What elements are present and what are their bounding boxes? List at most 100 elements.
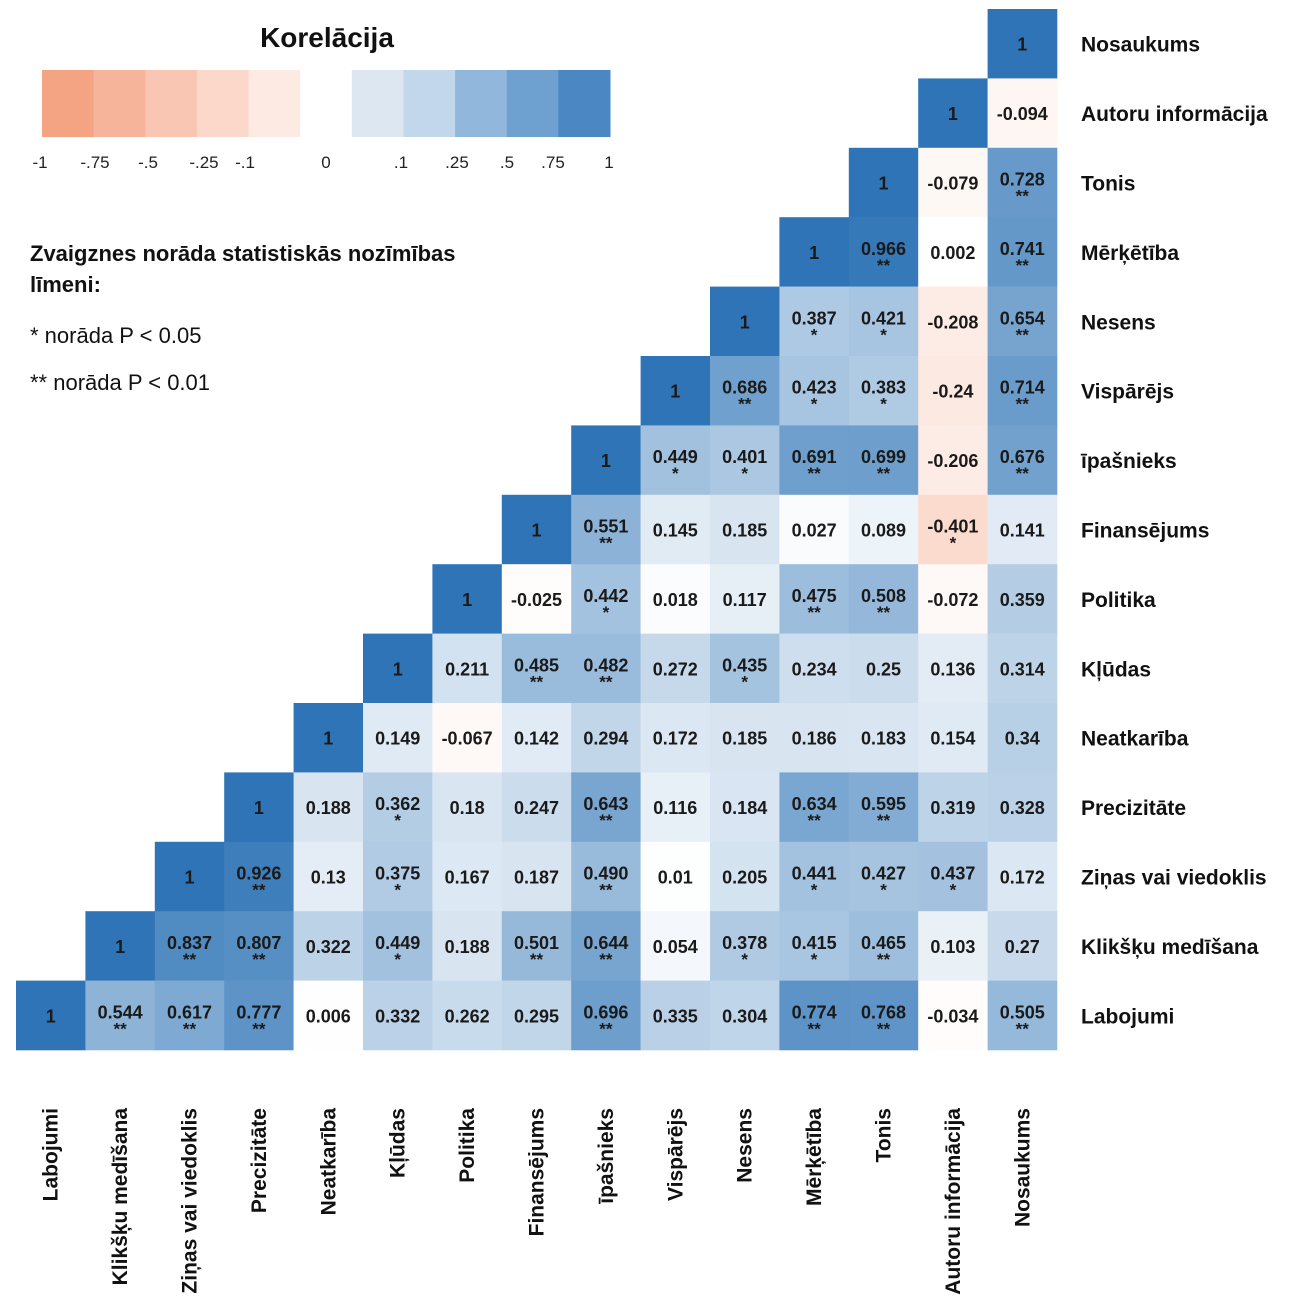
heatmap-cell [710,633,780,704]
significance-note-line-1: * norāda P < 0.05 [30,323,202,348]
cell-value: 0.018 [653,590,698,610]
cell-significance-stars: ** [807,464,821,483]
cell-value: -0.206 [927,451,978,471]
cell-significance-stars: ** [252,950,266,969]
cell-value: 0.01 [658,868,693,888]
heatmap-cell [640,772,711,843]
heatmap-cell [640,633,711,704]
heatmap-cell [363,980,433,1051]
cell-value: 0.383 [861,378,906,398]
legend-swatch [145,70,198,137]
legend-swatch [300,70,353,137]
cell-value: 0.362 [375,794,420,814]
cell-value: 0.696 [583,1002,628,1022]
heatmap-cell [918,147,988,218]
heatmap-cell [432,564,503,634]
cell-significance-stars: ** [877,603,891,622]
cell-value: 0.185 [722,521,767,541]
heatmap-cell [848,564,919,634]
cell-value: 0.359 [1000,590,1045,610]
column-label: Ziņas vai viedoklis [179,1108,202,1294]
column-label: Nosaukums [1011,1108,1034,1227]
cell-significance-stars: ** [1016,464,1030,483]
cell-value: 0.295 [514,1006,559,1026]
cell-value: 0.117 [723,590,767,610]
row-label: Tonis [1081,173,1135,196]
cell-value: 0.490 [583,864,628,884]
cell-significance-stars: ** [599,811,613,830]
heatmap-cell [987,564,1058,634]
heatmap-cell [224,980,294,1051]
cell-value: 0.335 [653,1006,698,1026]
heatmap-cell [918,980,988,1051]
heatmap-cell [571,703,641,773]
heatmap-cell [987,841,1058,912]
cell-significance-stars: ** [807,1019,821,1038]
row-label: Labojumi [1081,1005,1174,1028]
cell-value: 0.415 [792,933,837,953]
heatmap-cell [779,703,850,773]
cell-value: 0.167 [445,868,490,888]
cell-value: 1 [531,521,541,541]
cell-significance-stars: ** [252,1019,266,1038]
heatmap-cell [918,78,988,149]
heatmap-cell [710,494,780,565]
heatmap-cell [987,494,1058,565]
cell-value: 0.551 [583,517,628,537]
cell-value: 0.378 [722,933,767,953]
cell-significance-stars: ** [877,256,891,275]
heatmap-cell [987,9,1058,79]
cell-value: 0.837 [167,933,212,953]
cell-value: 0.149 [375,729,420,749]
heatmap-cell [640,564,711,634]
column-label: Finansējums [526,1108,549,1236]
legend-swatch [248,70,301,137]
legend-swatch [558,70,611,137]
cell-value: 0.184 [722,798,767,818]
column-label: Klikšķu medīšana [109,1108,132,1286]
cell-significance-stars: ** [877,811,891,830]
row-label: Klikšķu medīšana [1081,936,1259,959]
heatmap-cell [918,564,988,634]
cell-value: 0.691 [792,447,837,467]
column-label: īpašnieks [595,1108,618,1205]
cell-value: 0.187 [514,868,559,888]
cell-significance-stars: ** [599,672,613,691]
cell-value: -0.034 [927,1006,978,1026]
heatmap-cell [293,911,364,981]
heatmap-cell [571,564,641,634]
heatmap-cell [848,286,919,357]
heatmap-cell [640,494,711,565]
heatmap-cell [293,841,364,912]
heatmap-cell [987,980,1058,1051]
cell-value: -0.025 [511,590,562,610]
cell-value: 0.508 [861,586,906,606]
heatmap-cell [848,911,919,981]
legend-swatch [42,70,95,137]
cell-value: 0.654 [1000,308,1045,328]
row-label: Autoru informācija [1081,103,1268,126]
cell-significance-stars: ** [877,464,891,483]
heatmap-cell [848,633,919,704]
heatmap-cell [293,772,364,843]
cell-value: 0.136 [930,659,975,679]
cell-significance-stars: ** [1016,325,1030,344]
cell-value: 1 [184,868,194,888]
heatmap-cell [432,703,503,773]
cell-value: 0.002 [930,243,975,263]
cell-value: 0.774 [792,1002,837,1022]
heatmap-cell [85,911,156,981]
legend-swatch [351,70,404,137]
cell-significance-stars: ** [807,603,821,622]
heatmap-cell [710,703,780,773]
heatmap-cell [987,633,1058,704]
heatmap-cell [571,841,641,912]
heatmap-cell [848,703,919,773]
heatmap-cell [987,425,1058,496]
cell-significance-stars: * [811,325,818,344]
cell-value: 0.807 [236,933,281,953]
cell-value: 0.25 [866,659,901,679]
cell-value: 1 [254,798,264,818]
column-label: Mērķētība [803,1108,826,1206]
heatmap-cell [779,494,850,565]
